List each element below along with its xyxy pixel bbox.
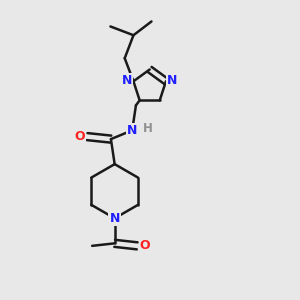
- Text: N: N: [127, 124, 137, 137]
- Text: O: O: [74, 130, 85, 143]
- Text: H: H: [142, 122, 152, 135]
- Text: N: N: [110, 212, 120, 225]
- Text: N: N: [122, 74, 132, 87]
- Text: N: N: [167, 74, 178, 87]
- Text: O: O: [140, 239, 150, 252]
